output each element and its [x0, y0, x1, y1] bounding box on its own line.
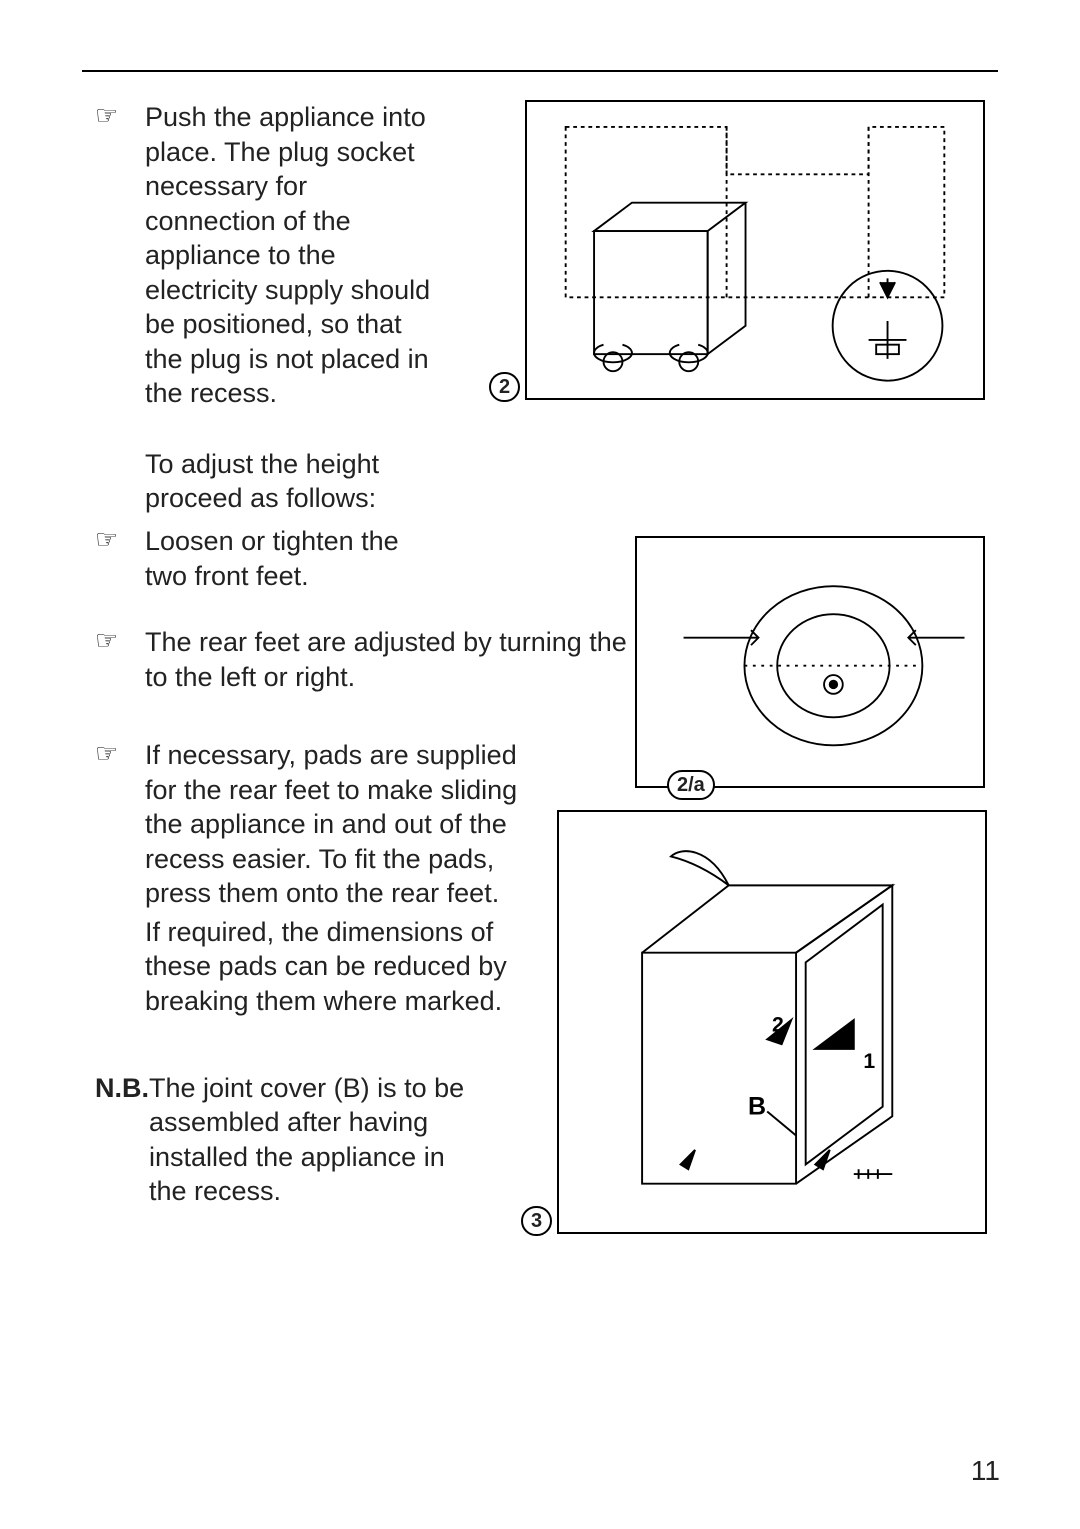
- hand-icon: ☞: [95, 100, 139, 128]
- page-number: 11: [971, 1455, 1000, 1487]
- figure-2: 2: [525, 100, 985, 400]
- step-adjust-intro-text: To adjust the height proceed as follows:: [145, 447, 445, 516]
- figure-2a-label: 2/a: [667, 770, 715, 800]
- nb-text: The joint cover (B) is to be assembled a…: [149, 1071, 489, 1209]
- step-push-text: Push the appliance into place. The plug …: [145, 100, 445, 411]
- nb-label: N.B.: [95, 1071, 149, 1106]
- spacer: [95, 447, 139, 449]
- figure-3: 1 2 B 3: [557, 810, 987, 1234]
- step-pads-text-1: If necessary, pads are supplied for the …: [145, 738, 525, 911]
- figure-2a-diagram: [643, 544, 977, 780]
- top-rule: [82, 70, 998, 72]
- figure-3-diagram: 1 2 B: [565, 818, 979, 1226]
- figure-3-callout-b: B: [748, 1092, 766, 1120]
- step-adjust-intro: To adjust the height proceed as follows:: [95, 447, 990, 516]
- hand-icon: ☞: [95, 524, 139, 552]
- hand-icon: ☞: [95, 625, 139, 653]
- manual-page: 2 2/a: [0, 0, 1080, 1529]
- figure-3-callout-2: 2: [772, 1014, 784, 1037]
- figure-2a: 2/a: [635, 536, 985, 788]
- page-content: 2 2/a: [95, 100, 990, 1469]
- figure-3-label: 3: [521, 1206, 552, 1236]
- figure-3-callout-1: 1: [863, 1050, 875, 1073]
- figure-2-diagram: [533, 108, 977, 392]
- step-pads-text-2: If required, the dimensions of these pad…: [145, 915, 525, 1019]
- figure-2-label: 2: [489, 372, 520, 402]
- hand-icon: ☞: [95, 738, 139, 766]
- step-loosen-text: Loosen or tighten the two front feet.: [145, 524, 445, 593]
